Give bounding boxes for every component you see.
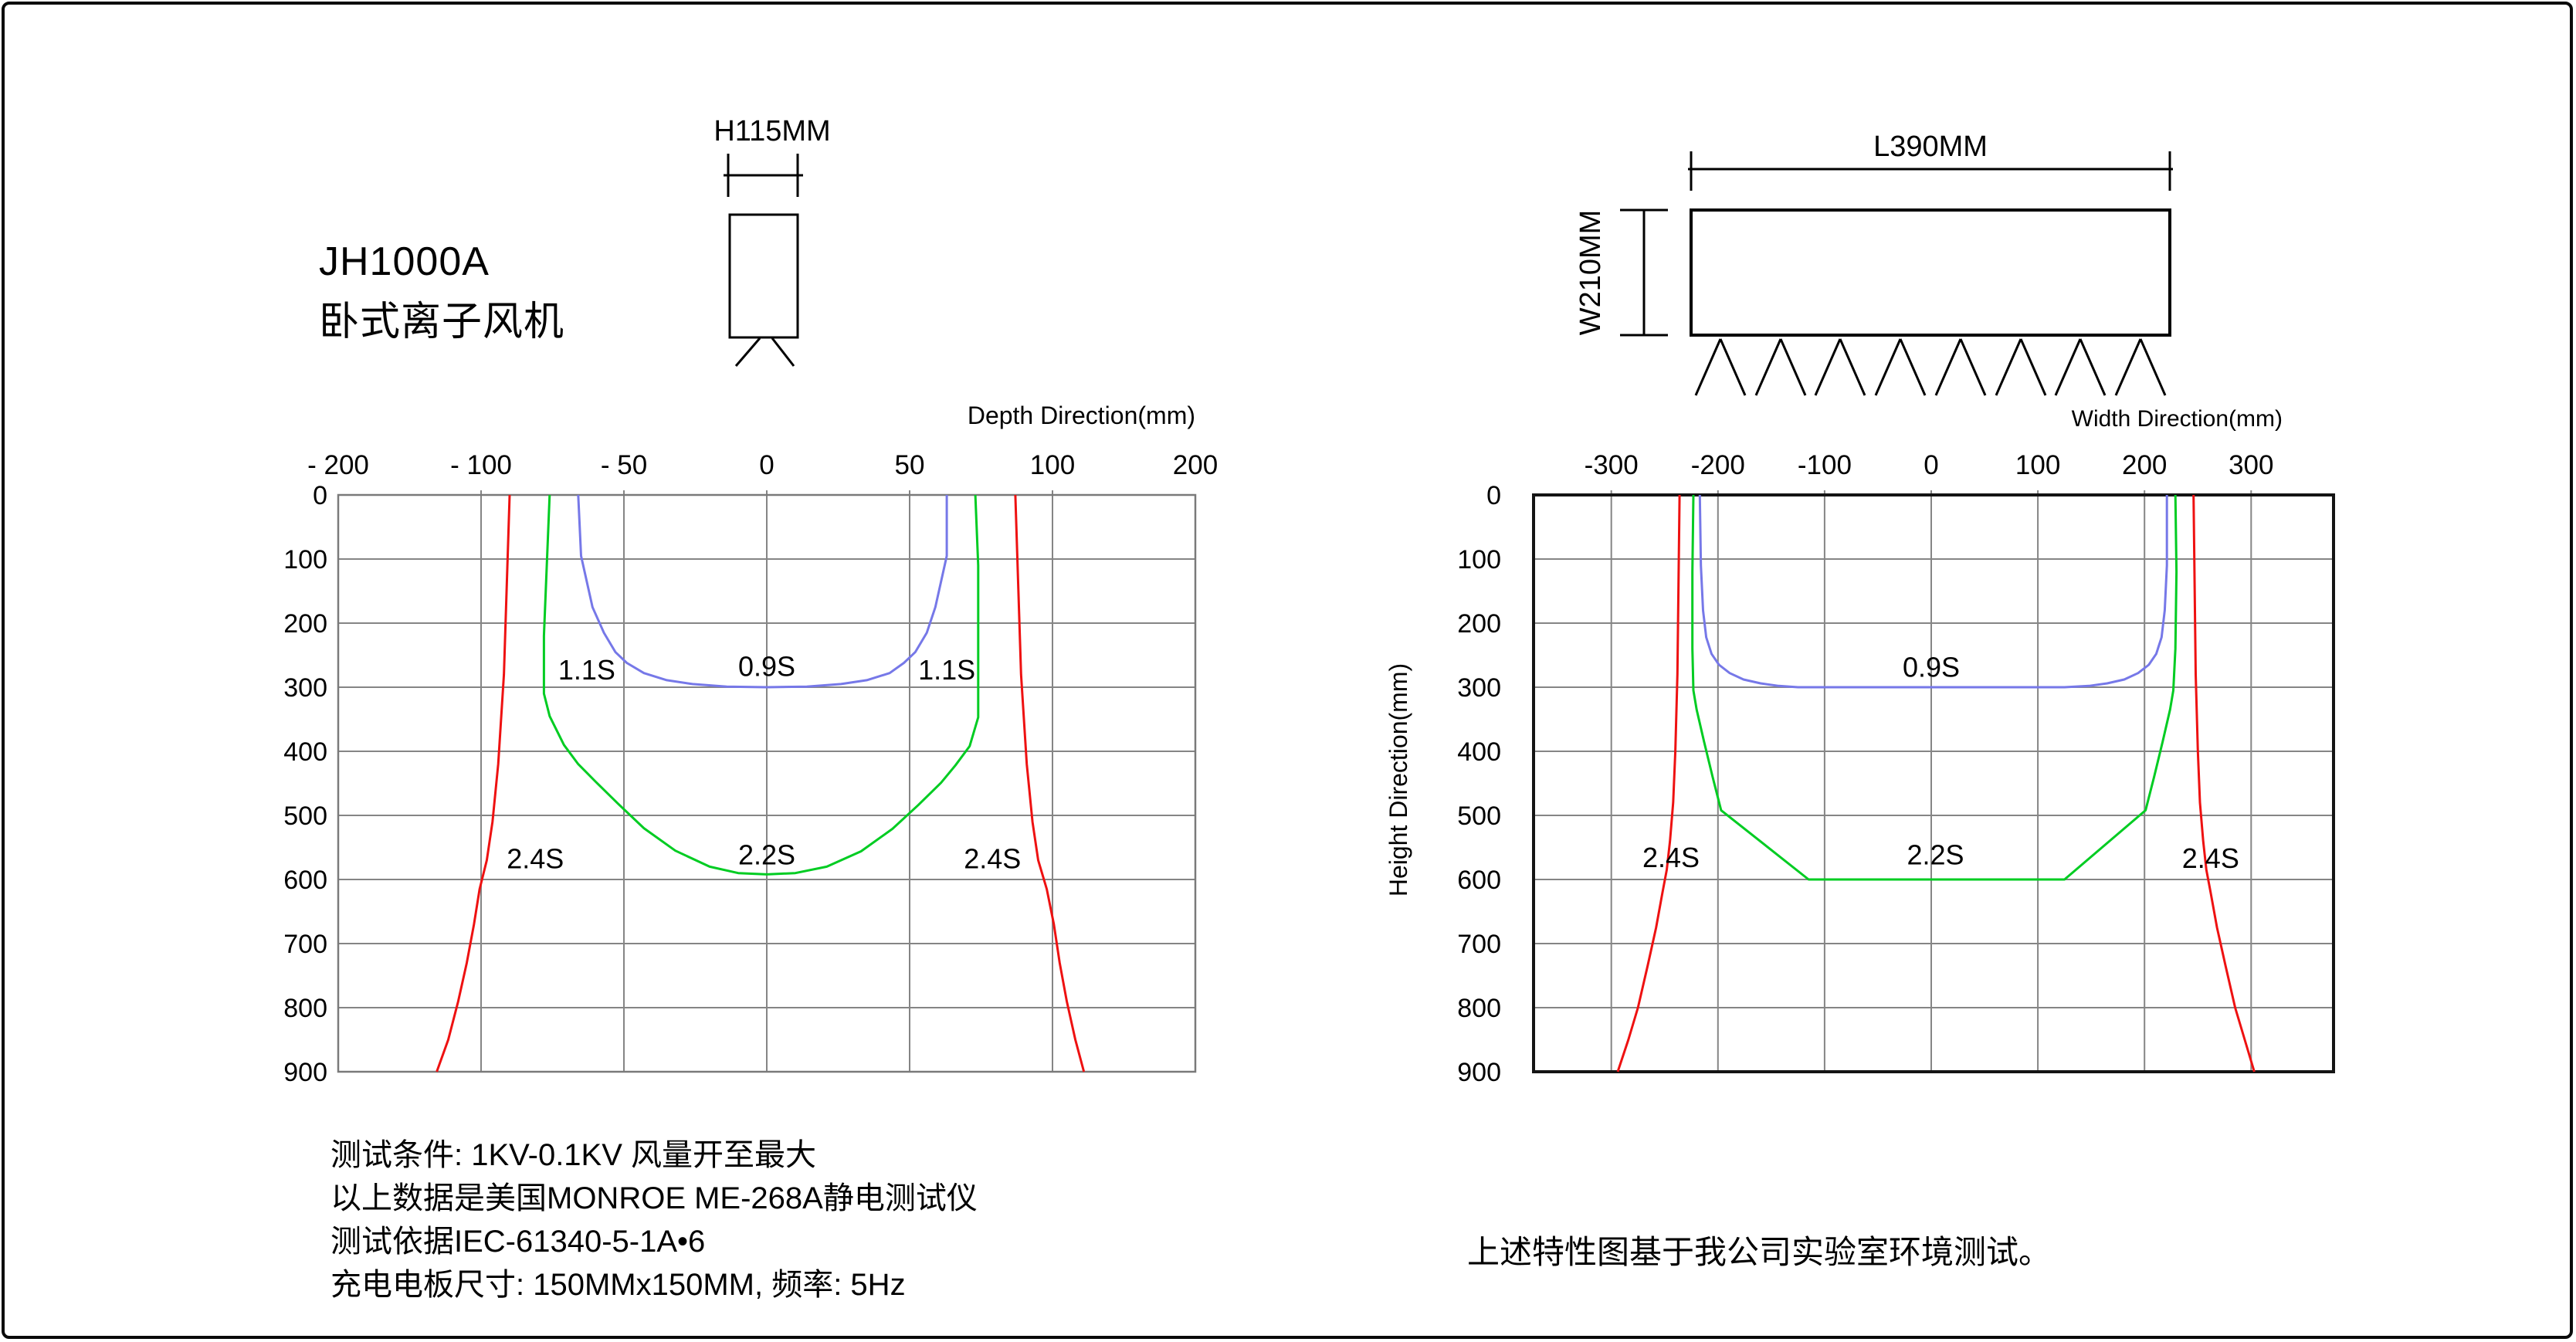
note-line: 测试依据IEC-61340-5-1A•6: [330, 1225, 706, 1259]
note-line: 测试条件: 1KV-0.1KV 风量开至最大: [330, 1138, 817, 1172]
y-tick-label: 300: [283, 673, 327, 703]
y-tick-label: 500: [283, 801, 327, 831]
device-legs: [734, 337, 795, 367]
contour-2.2s-green: [1691, 494, 2178, 881]
outer-boundary-right-red: [1014, 494, 1086, 1073]
product-title: JH1000A 卧式离子风机: [319, 232, 564, 352]
y-tick-label: 700: [1457, 930, 1501, 959]
y-tick-label: 800: [283, 994, 327, 1023]
contour-label: 2.2S: [1907, 839, 1964, 871]
x-tick-label: 100: [1030, 450, 1075, 480]
y-tick-label: 100: [1457, 545, 1501, 574]
x-tick-label: -300: [1585, 450, 1639, 480]
lab-environment-note: 上述特性图基于我公司实验室环境测试。: [1467, 1234, 2052, 1270]
x-tick-label: 200: [1173, 450, 1218, 480]
x-axis-title: Width Direction(mm): [2072, 406, 2283, 432]
x-axis-title: Depth Direction(mm): [968, 402, 1195, 429]
contour-label: 0.9S: [1903, 651, 1960, 683]
contour-0.9s-blue: [1698, 494, 2168, 689]
width-direction-chart: -300 -200 -100 0 100 200 300 0 100 200 300 400 500 60…: [1385, 406, 2335, 1087]
y-tick-label: 0: [313, 481, 327, 510]
y-tick-label: 200: [1457, 609, 1501, 639]
y-tick-label: 900: [1457, 1058, 1501, 1087]
x-tick-label: - 50: [601, 450, 647, 480]
contour-2.2s-green: [542, 494, 980, 876]
outer-boundary-right-red: [2192, 494, 2256, 1073]
chart-frame: [1532, 493, 2335, 1073]
width-dim-line: [1620, 208, 1668, 337]
x-tick-label: 50: [895, 450, 925, 480]
contour-label: 1.1S: [558, 654, 615, 686]
x-tick-label: 0: [1924, 450, 1938, 480]
y-tick-label: 400: [283, 737, 327, 767]
height-dim-line: [724, 154, 803, 197]
x-tick-label: 0: [759, 450, 774, 480]
y-tick-label: 600: [283, 866, 327, 895]
contour-label: 1.1S: [918, 654, 975, 686]
x-tick-labels: -300 -200 -100 0 100 200 300: [1585, 450, 2274, 480]
x-tick-label: - 200: [307, 450, 369, 480]
contour-label: 2.2S: [738, 839, 795, 871]
y-tick-label: 100: [283, 545, 327, 574]
device-body-side: [728, 213, 799, 339]
test-conditions-notes: 测试条件: 1KV-0.1KV 风量开至最大 以上数据是美国MONROE ME-…: [330, 1134, 978, 1306]
y-tick-label: 200: [283, 609, 327, 639]
chart-frame: [337, 493, 1197, 1073]
contour-labels: 0.9S 2.4S 2.2S 2.4S: [1642, 651, 2239, 873]
y-tick-label: 400: [1457, 737, 1501, 767]
product-model: JH1000A: [319, 239, 490, 284]
outer-boundary-left-red: [436, 494, 511, 1073]
device-body-top: [1690, 208, 2171, 337]
device-side-view: H115MM: [713, 115, 831, 367]
contour-labels: 1.1S 0.9S 1.1S 2.4S 2.2S 2.4S: [507, 651, 1021, 875]
contour-label: 2.4S: [507, 843, 564, 875]
y-tick-label: 900: [283, 1058, 327, 1087]
contour-label: 2.4S: [2182, 842, 2239, 874]
grid-lines: [338, 490, 1195, 1072]
y-axis-title: Height Direction(mm): [1385, 663, 1412, 896]
y-tick-label: 800: [1457, 994, 1501, 1023]
y-tick-label: 0: [1486, 481, 1501, 510]
length-dim-label: L390MM: [1873, 130, 1988, 163]
device-top-view: L390MM W210MM: [1574, 130, 2173, 396]
note-line: 以上数据是美国MONROE ME-268A静电测试仪: [330, 1181, 978, 1215]
contour-0.9s-blue: [577, 494, 948, 689]
x-tick-label: 100: [2015, 450, 2060, 480]
x-tick-label: 300: [2229, 450, 2273, 480]
x-tick-label: - 100: [450, 450, 512, 480]
contour-label: 2.4S: [1642, 842, 1700, 873]
note-line: 充电电板尺寸: 150MMx150MM, 频率: 5Hz: [330, 1268, 906, 1302]
contour-label: 2.4S: [964, 843, 1021, 875]
x-tick-label: -100: [1798, 450, 1852, 480]
y-tick-label: 700: [283, 930, 327, 959]
y-tick-labels: 0 100 200 300 400 500 600 700 800 900: [283, 481, 327, 1087]
y-tick-label: 300: [1457, 673, 1501, 703]
width-dim-label: W210MM: [1574, 210, 1607, 336]
x-tick-label: -200: [1691, 450, 1745, 480]
x-tick-label: 200: [2122, 450, 2167, 480]
outer-boundary-left-red: [1616, 494, 1681, 1073]
y-tick-label: 600: [1457, 866, 1501, 895]
grid-lines: [1534, 490, 2334, 1072]
height-dim-label: H115MM: [713, 115, 830, 147]
product-name: 卧式离子风机: [319, 300, 565, 344]
depth-direction-chart: - 200 - 100 - 50 0 50 100 200 0 100 200 300 400 500 6…: [283, 402, 1218, 1087]
x-tick-labels: - 200 - 100 - 50 0 50 100 200: [307, 450, 1218, 480]
y-tick-labels: 0 100 200 300 400 500 600 700 800 900: [1457, 481, 1501, 1087]
y-tick-label: 500: [1457, 801, 1501, 831]
contour-label: 0.9S: [738, 651, 795, 683]
ionizer-pins: [1694, 338, 2167, 396]
length-dim-line: [1688, 151, 2173, 191]
